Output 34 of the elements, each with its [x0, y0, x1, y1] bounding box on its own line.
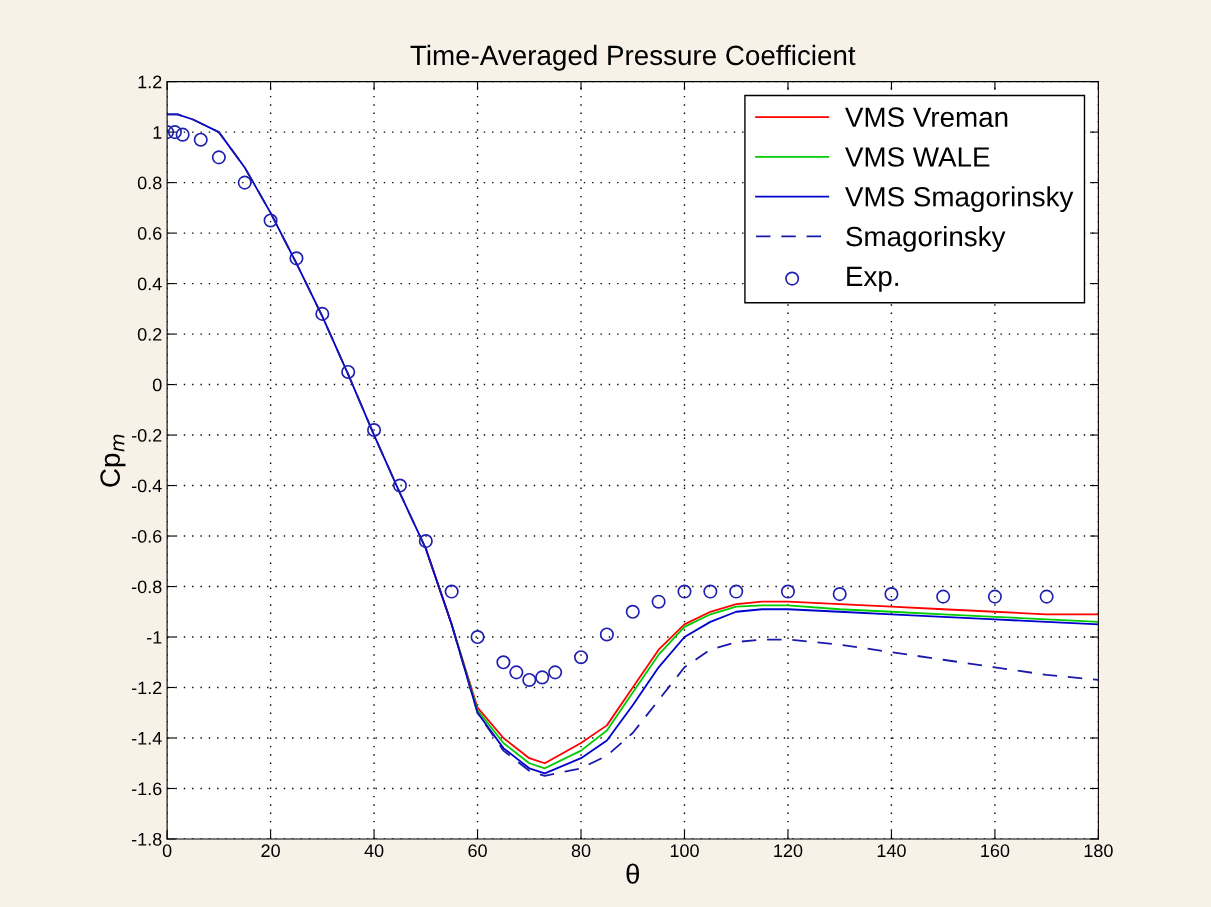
y-tick-label: 0.4 [137, 277, 162, 291]
x-tick-label: 120 [774, 844, 803, 858]
y-tick-label: -1.2 [131, 681, 162, 695]
legend-label: Exp. [847, 266, 898, 292]
chart-title: Time-Averaged Pressure Coefficient [410, 44, 856, 71]
x-tick-label: 60 [468, 844, 487, 858]
y-tick-label: -1.6 [131, 782, 162, 796]
x-tick-label: 0 [162, 844, 172, 858]
x-tick-label: 20 [261, 844, 280, 858]
x-tick-label: 80 [571, 844, 591, 858]
legend-label: Smagorinsky [846, 225, 1006, 252]
x-tick-label: 100 [670, 844, 699, 858]
legend-label: VMS WALE [845, 147, 990, 167]
y-tick-label: -1.8 [131, 832, 162, 846]
y-tick-label: 0.6 [137, 227, 162, 240]
legend-label: VMS Vreman [845, 107, 1008, 128]
y-tick-label: -1 [147, 631, 162, 644]
x-tick-label: 40 [364, 844, 384, 858]
y-tick-label: -0.4 [131, 479, 162, 493]
x-tick-label: 160 [981, 844, 1010, 858]
y-tick-label: 0.8 [137, 176, 162, 190]
y-tick-label: -0.6 [131, 529, 162, 543]
x-axis-title: θ [626, 863, 640, 884]
y-tick-label: 1 [153, 126, 162, 139]
x-tick-label: 140 [877, 844, 906, 858]
y-axis-title: Cp$_{m}$ [100, 434, 126, 487]
y-tick-label: 0 [152, 378, 162, 392]
legend-label: VMS Smagorinsky [845, 186, 1074, 213]
y-tick-label: -0.2 [131, 428, 162, 442]
y-tick-label: -0.8 [131, 580, 162, 594]
y-tick-label: 1.2 [138, 75, 162, 89]
y-tick-label: -1.4 [131, 732, 162, 745]
x-tick-label: 180 [1084, 844, 1113, 858]
y-tick-label: 0.2 [137, 328, 162, 341]
